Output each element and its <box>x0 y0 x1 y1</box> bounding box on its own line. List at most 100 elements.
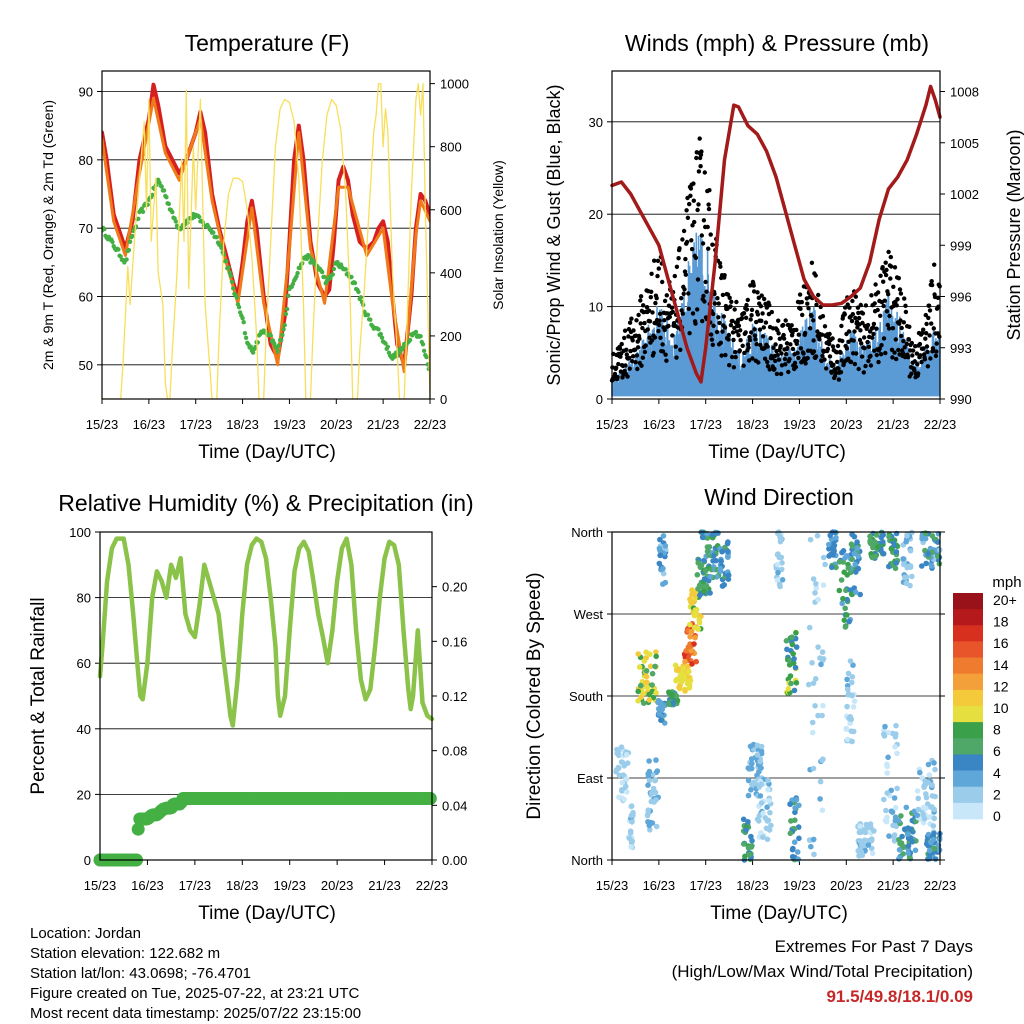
gust-point <box>834 350 839 355</box>
gust-point <box>891 284 896 289</box>
direction-point <box>768 822 774 829</box>
gust-point <box>676 256 681 261</box>
direction-point <box>924 801 931 807</box>
y2-tick-label: 999 <box>950 238 972 253</box>
gust-point <box>779 363 785 368</box>
gust-point <box>856 366 861 372</box>
direction-point <box>700 588 707 595</box>
direction-point <box>827 532 833 539</box>
winds-title: Winds (mph) & Pressure (mb) <box>625 30 929 56</box>
direction-point <box>623 776 630 782</box>
gust-point <box>662 327 667 333</box>
legend-label: 8 <box>993 722 1001 738</box>
direction-point <box>746 851 752 858</box>
gust-point <box>813 273 818 278</box>
gust-point <box>720 292 726 298</box>
direction-point <box>677 676 683 682</box>
gust-point <box>786 369 791 375</box>
direction-point <box>844 596 850 603</box>
direction-point <box>885 729 892 736</box>
gust-point <box>779 351 784 356</box>
gust-point <box>820 353 825 359</box>
gust-point <box>853 315 858 321</box>
gust-point <box>827 341 832 347</box>
gust-point <box>878 313 883 318</box>
gust-point <box>868 363 874 368</box>
winds-panel: Winds (mph) & Pressure (mb) Sonic/Prop W… <box>544 30 1024 463</box>
gust-point <box>649 289 654 294</box>
gust-point <box>634 353 640 358</box>
gust-point <box>896 276 901 281</box>
dewpoint-point <box>197 214 202 220</box>
direction-point <box>680 665 687 672</box>
direction-point <box>865 842 872 848</box>
direction-point <box>795 856 801 862</box>
legend-swatch <box>953 673 983 691</box>
gust-point <box>809 313 814 319</box>
gust-point <box>696 202 701 207</box>
gust-point <box>884 267 889 273</box>
gust-point <box>852 361 858 367</box>
direction-point <box>791 687 798 694</box>
gust-point <box>879 343 884 348</box>
direction-point <box>884 790 890 796</box>
gust-point <box>681 228 687 234</box>
gust-point <box>898 291 904 296</box>
direction-point <box>858 842 865 848</box>
direction-point <box>669 691 675 698</box>
gust-point <box>783 318 788 323</box>
direction-point <box>758 781 764 788</box>
gust-point <box>694 155 699 161</box>
direction-point <box>912 847 919 854</box>
gust-point <box>838 350 843 355</box>
direction-point <box>725 576 732 582</box>
direction-point <box>660 533 667 539</box>
direction-point <box>670 700 676 706</box>
direction-point <box>674 697 681 704</box>
gust-point <box>672 273 677 279</box>
direction-point <box>852 561 858 568</box>
gust-point <box>856 310 861 316</box>
gust-point <box>906 337 912 342</box>
dewpoint-point <box>385 344 390 349</box>
gust-point <box>881 336 887 341</box>
direction-point <box>682 688 688 694</box>
gust-point <box>731 365 737 370</box>
direction-point <box>703 583 710 589</box>
direction-point <box>905 835 912 842</box>
y2-tick-label: 0.08 <box>442 744 467 759</box>
gust-point <box>717 261 723 266</box>
gust-point <box>761 325 766 330</box>
direction-point <box>830 544 836 551</box>
direction-point <box>886 533 892 540</box>
plot-frame <box>611 70 941 400</box>
gust-point <box>760 334 766 339</box>
dewpoint-point <box>250 350 256 355</box>
direction-point <box>886 563 892 570</box>
direction-point <box>817 778 824 785</box>
gust-point <box>767 367 772 372</box>
direction-point <box>709 531 716 538</box>
gust-point <box>728 304 733 309</box>
direction-point <box>886 833 892 839</box>
direction-point <box>784 646 790 653</box>
dewpoint-point <box>418 334 423 339</box>
direction-point <box>819 757 825 764</box>
direction-point <box>854 545 861 551</box>
gust-point <box>901 320 906 325</box>
gust-point <box>753 337 758 342</box>
direction-point <box>929 793 936 799</box>
gust-point <box>862 335 867 340</box>
gust-point <box>811 338 816 343</box>
y2-tick-label: 1005 <box>950 136 979 151</box>
gust-point <box>653 300 658 306</box>
gust-point <box>702 170 707 175</box>
direction-point <box>844 686 851 693</box>
gust-point <box>816 292 821 298</box>
gust-point <box>775 353 780 358</box>
gust-point <box>700 241 706 246</box>
speed-color-legend: mph 20+ 18 16 14 12 10 8 6 4 2 0 <box>953 574 1022 824</box>
direction-point <box>713 557 719 564</box>
direction-point <box>793 680 800 686</box>
gust-point <box>740 343 745 348</box>
